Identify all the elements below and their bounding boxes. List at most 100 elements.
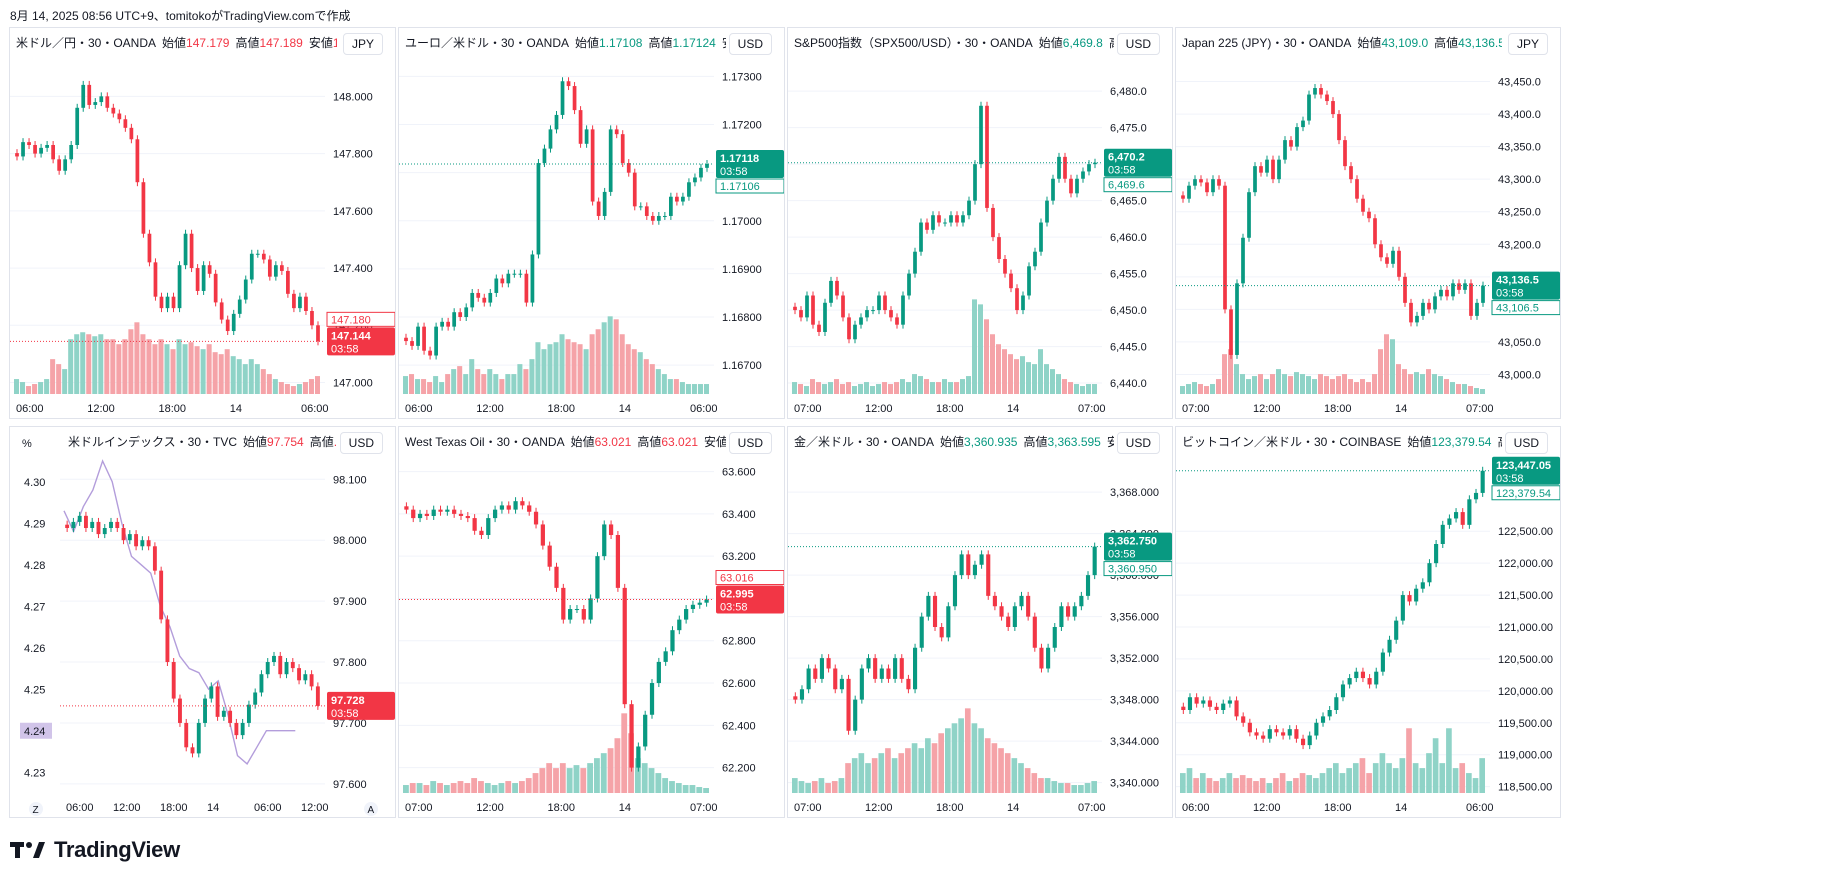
panel-title[interactable]: ビットコイン／米ドル・30・COINBASE始値123,379.54高値... <box>1182 433 1502 450</box>
volume-bar <box>1406 728 1412 793</box>
candle-body <box>253 692 258 705</box>
candle-body <box>985 105 989 208</box>
volume-bar <box>164 344 170 394</box>
candle-body <box>298 296 302 309</box>
panel-title[interactable]: S&P500指数（SPX500/USD）・30・OANDA 始値6,469.8 高値… <box>794 34 1114 51</box>
candle-body <box>793 696 798 700</box>
volume-bar <box>828 382 833 394</box>
volume-bar <box>1180 773 1186 793</box>
volume-bar <box>648 768 655 793</box>
chart-svg[interactable]: 43,450.0 43,400.0 43,350.0 43,300.0 43,250.0… <box>1176 28 1561 419</box>
chart-panel-eurusd[interactable]: 1.173001.172001.171001.170001.169001.168… <box>398 27 785 419</box>
left-tick-label: 4.30 <box>24 477 45 489</box>
volume-bar <box>236 359 242 394</box>
volume-bar <box>14 379 20 394</box>
chart-svg[interactable]: 122,500.00 122,000.00 121,500.00 121,000.00… <box>1176 427 1561 818</box>
candle-body <box>1403 276 1407 303</box>
currency-button[interactable]: USD <box>339 432 383 454</box>
volume-bar <box>505 781 512 793</box>
volume-bar <box>571 342 577 394</box>
panel-title[interactable]: ユーロ／米ドル・30・OANDA始値1.17108高値1.17124安値... <box>405 34 726 51</box>
candle-body <box>1343 140 1347 167</box>
candle-body <box>1473 492 1479 500</box>
candle-body <box>479 530 484 536</box>
volume-bar <box>535 342 541 394</box>
candle-body <box>901 295 905 325</box>
panel-title[interactable]: Japan 225 (JPY)・30・OANDA 始値43,109.0 高値43,1… <box>1182 34 1502 51</box>
panel-title[interactable]: 米ドル／円・30・OANDA 始値147.179 高値147.189 安値147.14… <box>16 34 337 51</box>
chart-panel-wti[interactable]: 63.60063.40063.20063.00062.80062.60062.4… <box>398 426 785 818</box>
candle-body <box>1374 671 1379 685</box>
chart-panel-xauusd[interactable]: 3,368.0003,364.0003,360.0003,356.0003,35… <box>787 426 1173 818</box>
volume-bar <box>1086 384 1091 394</box>
candle-body <box>21 142 25 157</box>
currency-button[interactable]: USD <box>1116 432 1160 454</box>
candle-body <box>588 598 593 620</box>
y-tick-label: 1.17300 <box>722 71 762 83</box>
multi-chart-grid: 148.000147.800147.600147.400147.200147.0… <box>9 27 1835 818</box>
candle-body <box>304 296 308 311</box>
currency-button[interactable]: USD <box>728 33 772 55</box>
candle-body <box>1447 518 1452 525</box>
high-label: 高値 <box>235 36 260 50</box>
last-price-label: 1.17118 <box>720 153 759 165</box>
candle-body <box>967 200 971 216</box>
candle-body <box>190 747 195 754</box>
y-tick-label: 3,340.000 <box>1110 778 1159 790</box>
candle-body <box>1241 716 1246 723</box>
tradingview-brand: TradingView <box>10 837 180 863</box>
volume-bar <box>403 785 409 793</box>
volume-bar <box>703 788 709 793</box>
chart-panel-dxy[interactable]: 98.100 98.000 97.900 97.800 97.700 97.600 4.30… <box>9 426 396 818</box>
candle-body <box>1289 140 1293 147</box>
y-tick-label: 62.400 <box>722 720 756 732</box>
candle-body <box>506 273 511 284</box>
candle-body <box>1469 283 1473 316</box>
volume-bar <box>811 781 818 793</box>
candle-body <box>1012 606 1017 627</box>
currency-button[interactable]: USD <box>728 432 772 454</box>
chart-panel-spx[interactable]: 6,480.06,475.06,470.06,465.06,460.06,455… <box>787 27 1173 419</box>
panel-title[interactable]: West Texas Oil・30・OANDA 始値63.021 高値63.021 安… <box>405 433 726 450</box>
chart-panel-usdjpy[interactable]: 148.000147.800147.600147.400147.200147.0… <box>9 27 396 419</box>
volume-bar <box>284 384 290 394</box>
volume-bar <box>911 743 918 793</box>
volume-bar <box>625 344 631 394</box>
candle-body <box>677 619 682 631</box>
x-tick-label: 06:00 <box>16 403 44 415</box>
volume-bar <box>1452 768 1459 793</box>
chart-svg[interactable]: 98.100 98.000 97.900 97.800 97.700 97.600 4.30… <box>10 427 396 818</box>
chart-svg[interactable]: 148.000147.800147.600147.400147.200147.0… <box>10 28 396 419</box>
panel-title[interactable]: 金／米ドル・30・OANDA始値3,360.935高値3,363.595安値..… <box>794 433 1114 450</box>
candle-body <box>231 313 236 332</box>
candle-body <box>799 689 805 700</box>
chart-svg[interactable]: 1.173001.172001.171001.170001.169001.168… <box>399 28 785 419</box>
candle-body <box>465 515 470 519</box>
currency-button[interactable]: USD <box>1504 432 1548 454</box>
currency-button[interactable]: JPY <box>342 33 383 55</box>
candle-body <box>1205 182 1209 193</box>
volume-bar <box>846 382 851 394</box>
volume-bar <box>822 384 827 394</box>
candle-body <box>273 265 278 277</box>
last-price-badge <box>1492 456 1560 485</box>
chart-svg[interactable]: 3,368.0003,364.0003,360.0003,356.0003,35… <box>788 427 1173 818</box>
panel-title[interactable]: 米ドルインデックス・30・TVC 始値97.754 高値... <box>68 433 337 450</box>
candle-body <box>309 674 314 687</box>
volume-bar <box>924 379 929 394</box>
volume-bar <box>1330 379 1335 394</box>
y-tick-label: 6,455.0 <box>1110 269 1147 281</box>
chart-svg[interactable]: 63.60063.40063.20063.00062.80062.60062.4… <box>399 427 785 818</box>
volume-bar <box>595 329 601 394</box>
prev-price-label: 43,106.5 <box>1496 303 1539 315</box>
currency-button[interactable]: USD <box>1116 33 1160 55</box>
x-tick-label: 14 <box>1395 802 1407 814</box>
volume-bar <box>662 778 669 793</box>
candle-body <box>1033 251 1037 267</box>
candle-body <box>1063 156 1067 179</box>
chart-panel-btcusd[interactable]: 122,500.00 122,000.00 121,500.00 121,000.00… <box>1175 426 1561 818</box>
chart-panel-jp225[interactable]: 43,450.0 43,400.0 43,350.0 43,300.0 43,250.0… <box>1175 27 1561 419</box>
currency-button[interactable]: JPY <box>1507 33 1548 55</box>
chart-svg[interactable]: 6,480.06,475.06,470.06,465.06,460.06,455… <box>788 28 1173 419</box>
volume-bar <box>851 758 858 793</box>
